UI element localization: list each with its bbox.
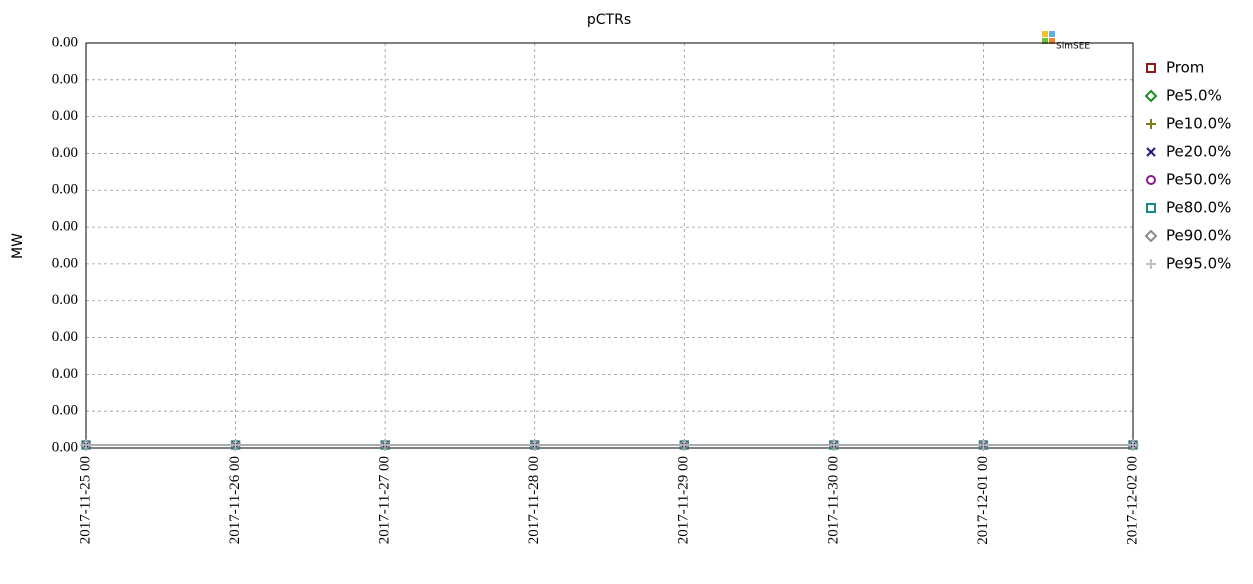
legend-label: Pe95.0% [1166,255,1231,273]
data-point [230,440,241,450]
x-tick-label: 2017-11-29 00 [676,456,692,544]
x-tick-label: 2017-11-25 00 [77,456,93,544]
chart-title: pCTRs [587,12,631,28]
logo-tile [1042,31,1048,37]
x-tick-label: 2017-12-01 00 [975,456,991,545]
data-point [978,440,989,450]
y-axis-label: MW [10,233,26,259]
legend-label: Pe90.0% [1166,227,1231,245]
data-point [1128,440,1138,450]
legend-marker [1144,229,1158,243]
y-tick-label: 0.00 [52,71,78,87]
legend-marker [1146,175,1156,185]
x-tick-label: 2017-11-26 00 [227,456,243,544]
data-point [679,440,690,450]
y-tick-label: 0.00 [52,255,78,271]
legend-label: Pe50.0% [1166,171,1231,189]
y-tick-label: 0.00 [52,108,78,124]
legend-label: Pe10.0% [1166,115,1231,133]
x-tick-label: 2017-12-02 00 [1124,456,1140,545]
legend-marker [1144,89,1158,103]
legend-marker [1146,203,1156,213]
legend-marker [1146,119,1156,129]
logo-tile [1049,31,1055,37]
logo-text: SimSEE [1056,42,1090,52]
y-tick-label: 0.00 [52,329,78,345]
y-tick-label: 0.00 [52,219,78,235]
legend-label: Pe5.0% [1166,87,1222,105]
logo: SimSEE [1042,31,1090,52]
legend-marker [1146,259,1156,269]
legend-marker [1146,147,1156,157]
legend-label: Pe80.0% [1166,199,1231,217]
y-tick-label: 0.00 [52,366,78,382]
y-tick-label: 0.00 [52,145,78,161]
x-tick-label: 2017-11-30 00 [825,456,841,544]
x-tick-label: 2017-11-28 00 [526,456,542,544]
y-tick-label: 0.00 [52,34,78,50]
data-point [380,440,391,450]
data-point [81,440,91,450]
legend-label: Prom [1166,59,1204,77]
logo-tile [1049,38,1055,44]
plot-frame [85,42,1134,449]
y-tick-label: 0.00 [52,439,78,455]
y-tick-label: 0.00 [52,292,78,308]
y-tick-label: 0.00 [52,403,78,419]
data-point [529,440,540,450]
x-tick-label: 2017-11-27 00 [377,456,393,544]
y-tick-label: 0.00 [52,182,78,198]
legend-marker [1146,63,1156,73]
data-point [828,440,839,450]
legend-label: Pe20.0% [1166,143,1231,161]
logo-tile [1042,38,1048,44]
